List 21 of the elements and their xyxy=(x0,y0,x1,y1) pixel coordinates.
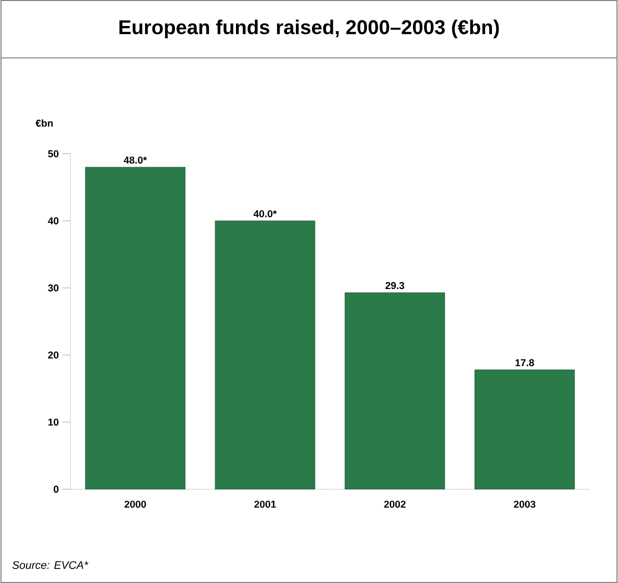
bar xyxy=(474,370,575,490)
y-tick-label: 10 xyxy=(48,418,58,426)
x-tick-label: 2002 xyxy=(384,500,406,508)
y-tick-label: 20 xyxy=(48,351,58,359)
source-note: Source: EVCA* xyxy=(12,561,88,569)
y-tick-label: 30 xyxy=(48,284,58,292)
x-tick-label: 2003 xyxy=(514,500,536,508)
data-label: 48.0* xyxy=(124,156,147,164)
y-tick-label: 50 xyxy=(48,150,58,158)
y-tick-label: 0 xyxy=(54,486,58,493)
data-label: 17.8 xyxy=(516,359,534,366)
data-label: 29.3 xyxy=(385,282,404,290)
data-label: 40.0* xyxy=(254,210,277,218)
bar xyxy=(214,220,316,490)
y-axis-title: €bn xyxy=(36,119,53,127)
x-tick-label: 2001 xyxy=(254,500,276,508)
bar xyxy=(85,166,186,490)
bar xyxy=(344,292,445,490)
x-tick-label: 2000 xyxy=(124,500,146,508)
y-tick-label: 40 xyxy=(48,217,58,224)
chart-title: European funds raised, 2000–2003 (€bn) xyxy=(119,20,499,38)
